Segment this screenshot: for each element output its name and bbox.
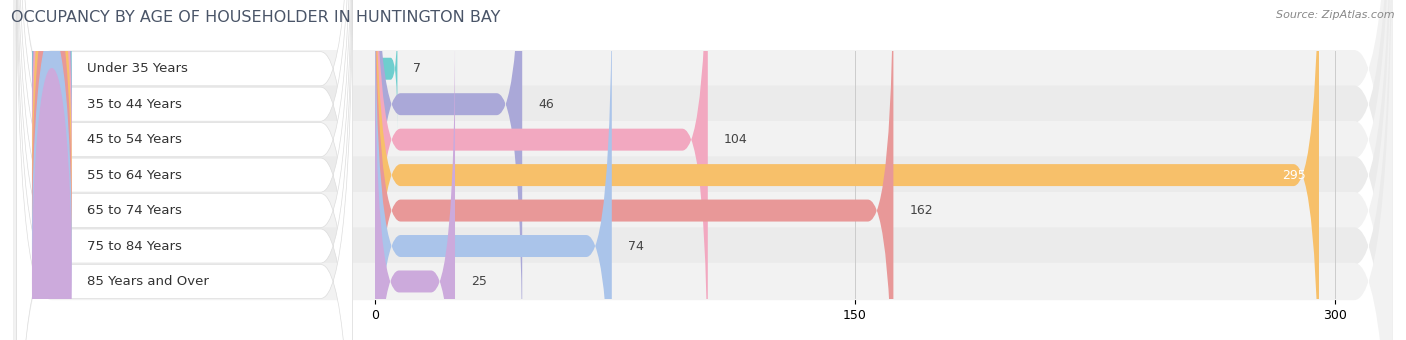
FancyBboxPatch shape — [17, 0, 353, 340]
Text: 45 to 54 Years: 45 to 54 Years — [87, 133, 181, 146]
FancyBboxPatch shape — [17, 0, 353, 340]
FancyBboxPatch shape — [375, 0, 707, 340]
FancyBboxPatch shape — [17, 0, 353, 340]
Circle shape — [32, 0, 72, 340]
Text: 65 to 74 Years: 65 to 74 Years — [87, 204, 181, 217]
Text: 55 to 64 Years: 55 to 64 Years — [87, 169, 181, 182]
Circle shape — [32, 69, 72, 340]
FancyBboxPatch shape — [14, 0, 1392, 340]
Circle shape — [32, 0, 72, 282]
FancyBboxPatch shape — [17, 0, 353, 340]
FancyBboxPatch shape — [14, 0, 1392, 340]
Text: Source: ZipAtlas.com: Source: ZipAtlas.com — [1277, 10, 1395, 20]
Text: OCCUPANCY BY AGE OF HOUSEHOLDER IN HUNTINGTON BAY: OCCUPANCY BY AGE OF HOUSEHOLDER IN HUNTI… — [11, 10, 501, 25]
FancyBboxPatch shape — [375, 0, 1319, 340]
Text: Under 35 Years: Under 35 Years — [87, 62, 188, 75]
FancyBboxPatch shape — [375, 0, 522, 340]
FancyBboxPatch shape — [17, 0, 353, 340]
Text: 35 to 44 Years: 35 to 44 Years — [87, 98, 181, 111]
Circle shape — [32, 0, 72, 317]
Circle shape — [32, 0, 72, 340]
Text: 46: 46 — [538, 98, 554, 111]
FancyBboxPatch shape — [14, 0, 1392, 340]
FancyBboxPatch shape — [17, 0, 353, 340]
Text: 295: 295 — [1282, 169, 1306, 182]
FancyBboxPatch shape — [14, 0, 1392, 340]
FancyBboxPatch shape — [375, 27, 456, 340]
FancyBboxPatch shape — [375, 0, 893, 340]
Text: 104: 104 — [724, 133, 748, 146]
FancyBboxPatch shape — [14, 0, 1392, 340]
FancyBboxPatch shape — [14, 0, 1392, 340]
Text: 75 to 84 Years: 75 to 84 Years — [87, 239, 181, 253]
Text: 162: 162 — [910, 204, 934, 217]
FancyBboxPatch shape — [17, 0, 353, 340]
FancyBboxPatch shape — [375, 5, 398, 132]
Text: 85 Years and Over: 85 Years and Over — [87, 275, 209, 288]
Circle shape — [32, 0, 72, 340]
FancyBboxPatch shape — [14, 0, 1392, 340]
Text: 74: 74 — [628, 239, 644, 253]
Text: 7: 7 — [413, 62, 422, 75]
FancyBboxPatch shape — [375, 0, 612, 340]
Text: 25: 25 — [471, 275, 486, 288]
Circle shape — [32, 33, 72, 340]
